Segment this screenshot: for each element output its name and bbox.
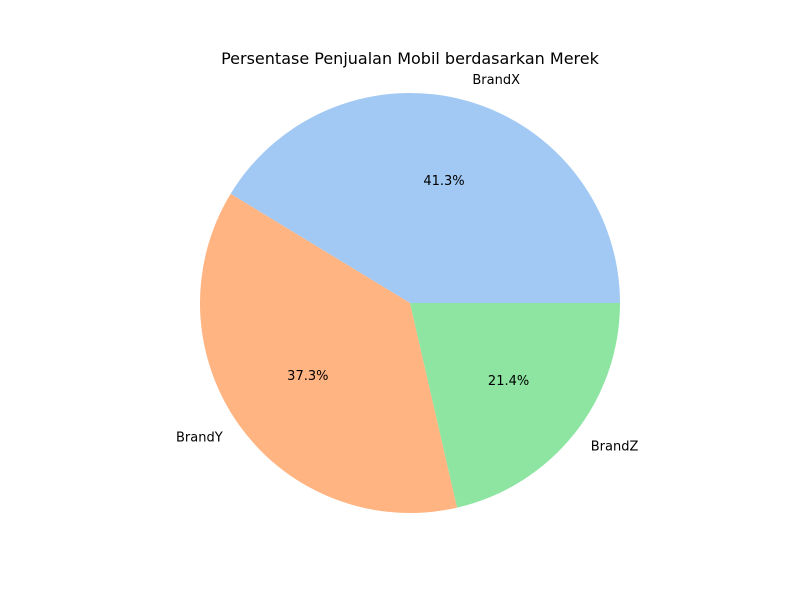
category-label-brandz: BrandZ	[591, 439, 639, 454]
percent-label-brandy: 37.3%	[287, 369, 328, 384]
percent-label-brandx: 41.3%	[423, 174, 464, 189]
category-label-brandy: BrandY	[176, 431, 223, 446]
percent-label-brandz: 21.4%	[488, 374, 529, 389]
pie-labels: 41.3% BrandX 37.3% BrandY 21.4% BrandZ	[176, 73, 638, 454]
pie-slice-brandx	[230, 92, 620, 303]
pie-slice-brandy	[200, 193, 458, 513]
pie-slices	[200, 92, 620, 513]
pie-slice-brandz	[410, 303, 620, 508]
chart-title: Persentase Penjualan Mobil berdasarkan M…	[221, 49, 600, 68]
category-label-brandx: BrandX	[472, 73, 520, 88]
